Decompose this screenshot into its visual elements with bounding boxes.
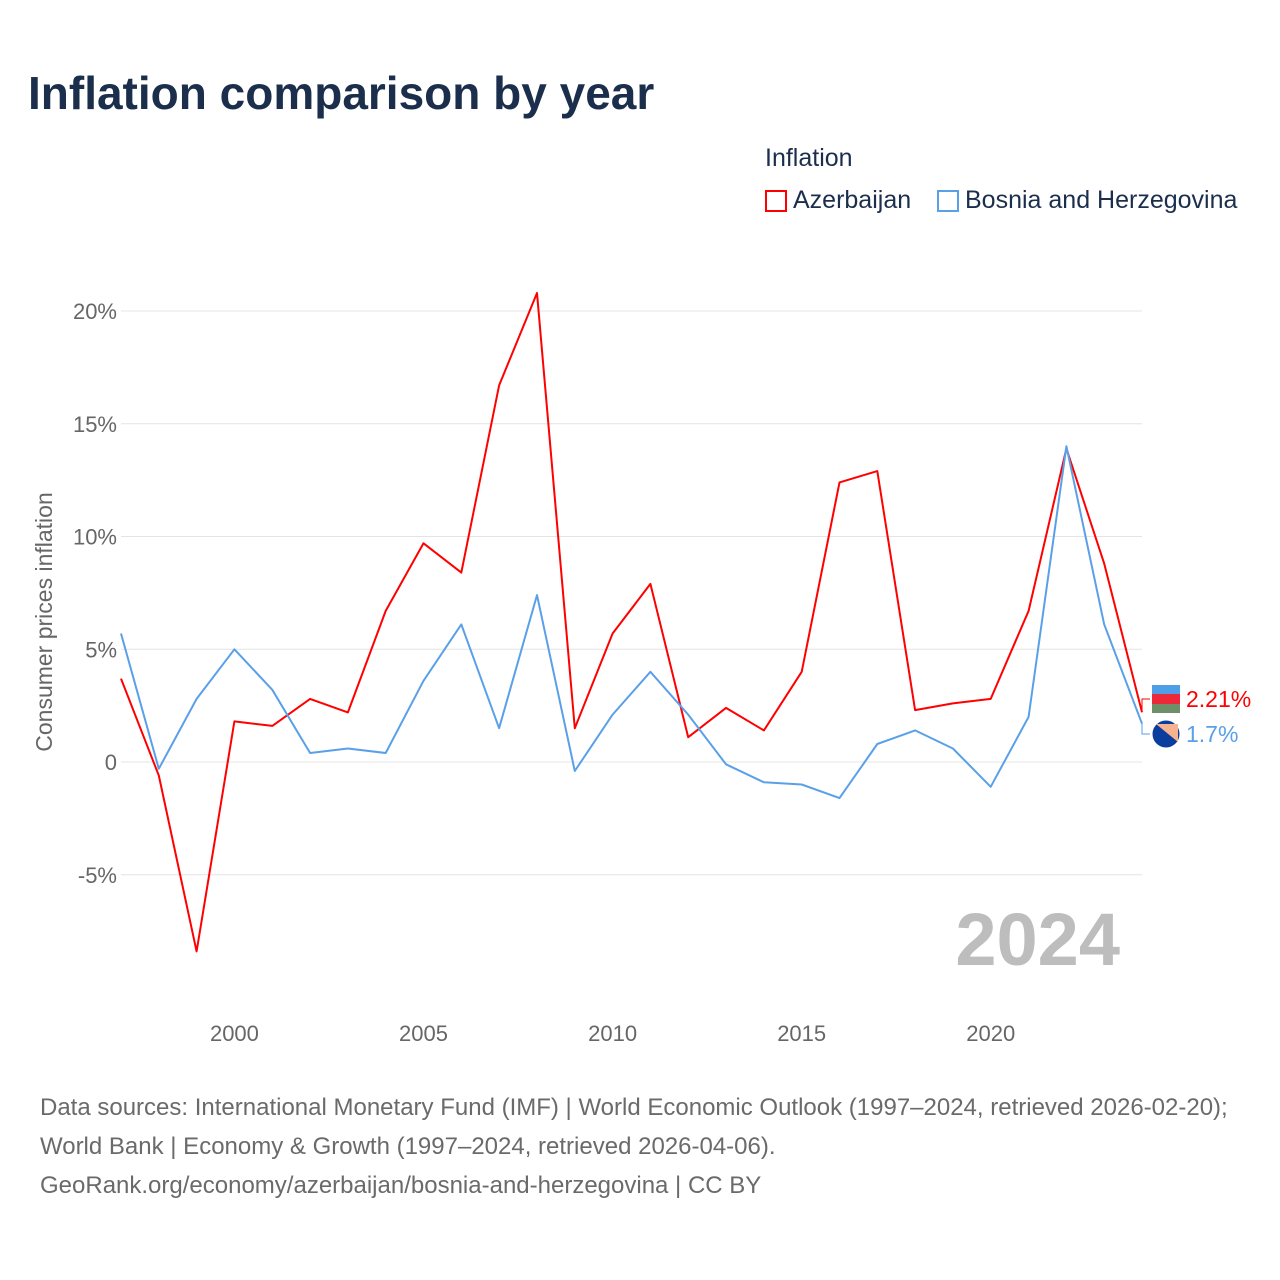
end-connector [1141,723,1150,735]
source-link[interactable]: GeoRank.org/economy/azerbaijan/bosnia-an… [40,1172,762,1199]
legend-swatch [937,189,959,212]
footer: Data sources: International Monetary Fun… [40,1088,1250,1205]
y-axis-label: Consumer prices inflation [31,492,57,752]
flag-stripe [1152,704,1180,713]
legend-swatch [765,189,787,212]
y-tick-label: 20% [73,299,117,324]
y-tick-label: -5% [78,863,117,888]
x-tick-label: 2000 [210,1021,259,1046]
legend-item-azerbaijan[interactable]: Azerbaijan [765,186,911,215]
y-tick-label: 15% [73,412,117,437]
y-tick-label: 10% [73,525,117,550]
chart-title: Inflation comparison by year [28,67,655,119]
flag-triangle [1156,724,1178,742]
flag-stripe [1152,694,1180,704]
y-tick-label: 5% [85,637,117,662]
series-line-bosnia-and-herzegovina [120,445,1143,800]
end-value-label: 2.21% [1186,686,1251,712]
legend-label: Bosnia and Herzegovina [965,186,1238,214]
legend-label: Azerbaijan [793,186,912,214]
x-tick-label: 2015 [777,1021,826,1046]
x-tick-label: 2020 [966,1021,1015,1046]
y-tick-label: 0 [105,750,117,775]
end-connector [1141,698,1150,713]
legend-item-bosnia[interactable]: Bosnia and Herzegovina [937,186,1237,215]
year-watermark: 2024 [955,898,1120,981]
series-line-azerbaijan [120,292,1143,953]
legend-title: Inflation [765,144,853,172]
data-sources: Data sources: International Monetary Fun… [40,1094,1228,1160]
x-tick-label: 2005 [399,1021,448,1046]
x-tick-label: 2010 [588,1021,637,1046]
flag-stripe [1152,685,1180,694]
end-value-label: 1.7% [1186,721,1238,747]
